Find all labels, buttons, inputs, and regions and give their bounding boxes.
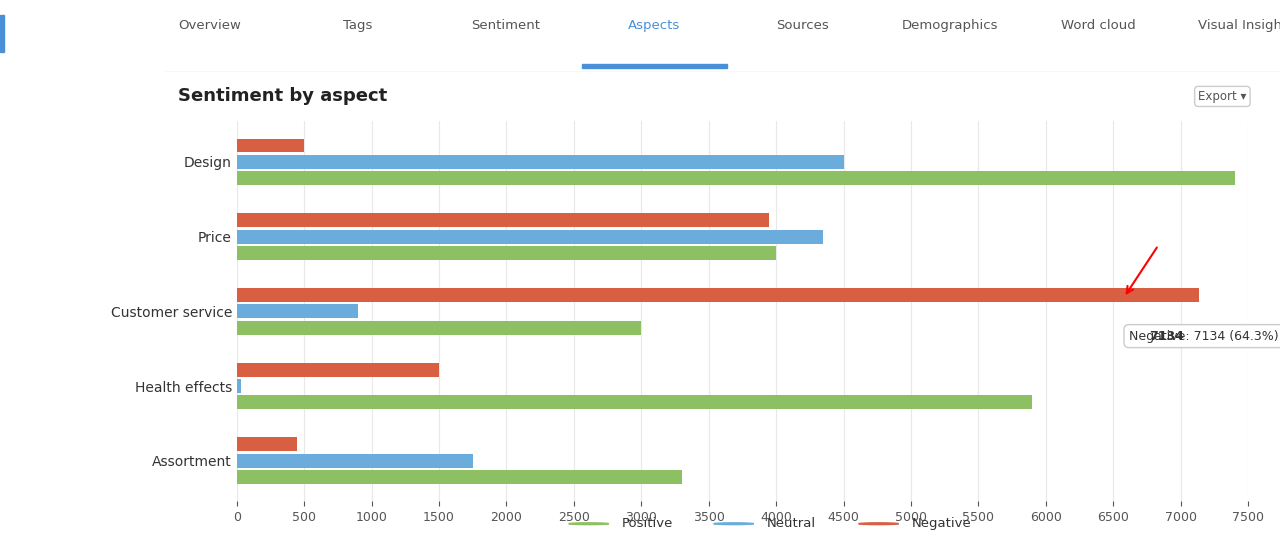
Text: Links: Links: [29, 147, 64, 159]
Bar: [237, 396, 1032, 409]
Bar: [581, 64, 727, 68]
Text: Notifications: Notifications: [29, 432, 113, 445]
Text: Positive: Positive: [622, 517, 673, 530]
Bar: [237, 437, 297, 451]
Text: 7134: 7134: [1149, 329, 1184, 343]
Bar: [237, 453, 472, 468]
Text: Export ▾: Export ▾: [1198, 90, 1247, 103]
Text: Mentions: Mentions: [29, 89, 91, 102]
Bar: [237, 304, 358, 318]
Bar: [237, 288, 1198, 302]
Text: Images: Images: [29, 203, 78, 217]
Text: Sentiment: Sentiment: [471, 19, 540, 31]
Bar: [237, 321, 641, 335]
Bar: [237, 470, 682, 484]
Text: Overview: Overview: [178, 19, 241, 31]
Text: Analytics: Analytics: [29, 32, 99, 45]
Bar: [237, 246, 776, 260]
Text: Export: Export: [29, 375, 73, 388]
Text: Word cloud: Word cloud: [1061, 19, 1135, 31]
Text: Demographics: Demographics: [902, 19, 998, 31]
Bar: [237, 363, 439, 376]
Text: Negative: 7134 (64.3%): Negative: 7134 (64.3%): [1129, 329, 1279, 343]
Text: Comparison: Comparison: [29, 318, 109, 331]
Text: Negative: Negative: [913, 517, 972, 530]
Bar: [237, 138, 305, 153]
Circle shape: [568, 523, 609, 525]
Bar: [237, 171, 1234, 185]
Text: Authors: Authors: [29, 261, 82, 274]
Text: Visual Insights: Visual Insights: [1198, 19, 1280, 31]
Text: Settings: Settings: [29, 489, 84, 503]
Circle shape: [859, 523, 899, 525]
Circle shape: [714, 523, 754, 525]
Text: Neutral: Neutral: [767, 517, 817, 530]
Bar: [237, 230, 823, 244]
Text: Sources: Sources: [776, 19, 828, 31]
Text: Sentiment by aspect: Sentiment by aspect: [178, 88, 388, 105]
Bar: [237, 379, 241, 393]
Text: ◀: ◀: [148, 91, 156, 101]
Text: Aspects: Aspects: [628, 19, 680, 31]
Bar: [237, 213, 769, 227]
Text: Tags: Tags: [343, 19, 372, 31]
Bar: [0, 15, 4, 52]
Bar: [237, 155, 844, 169]
